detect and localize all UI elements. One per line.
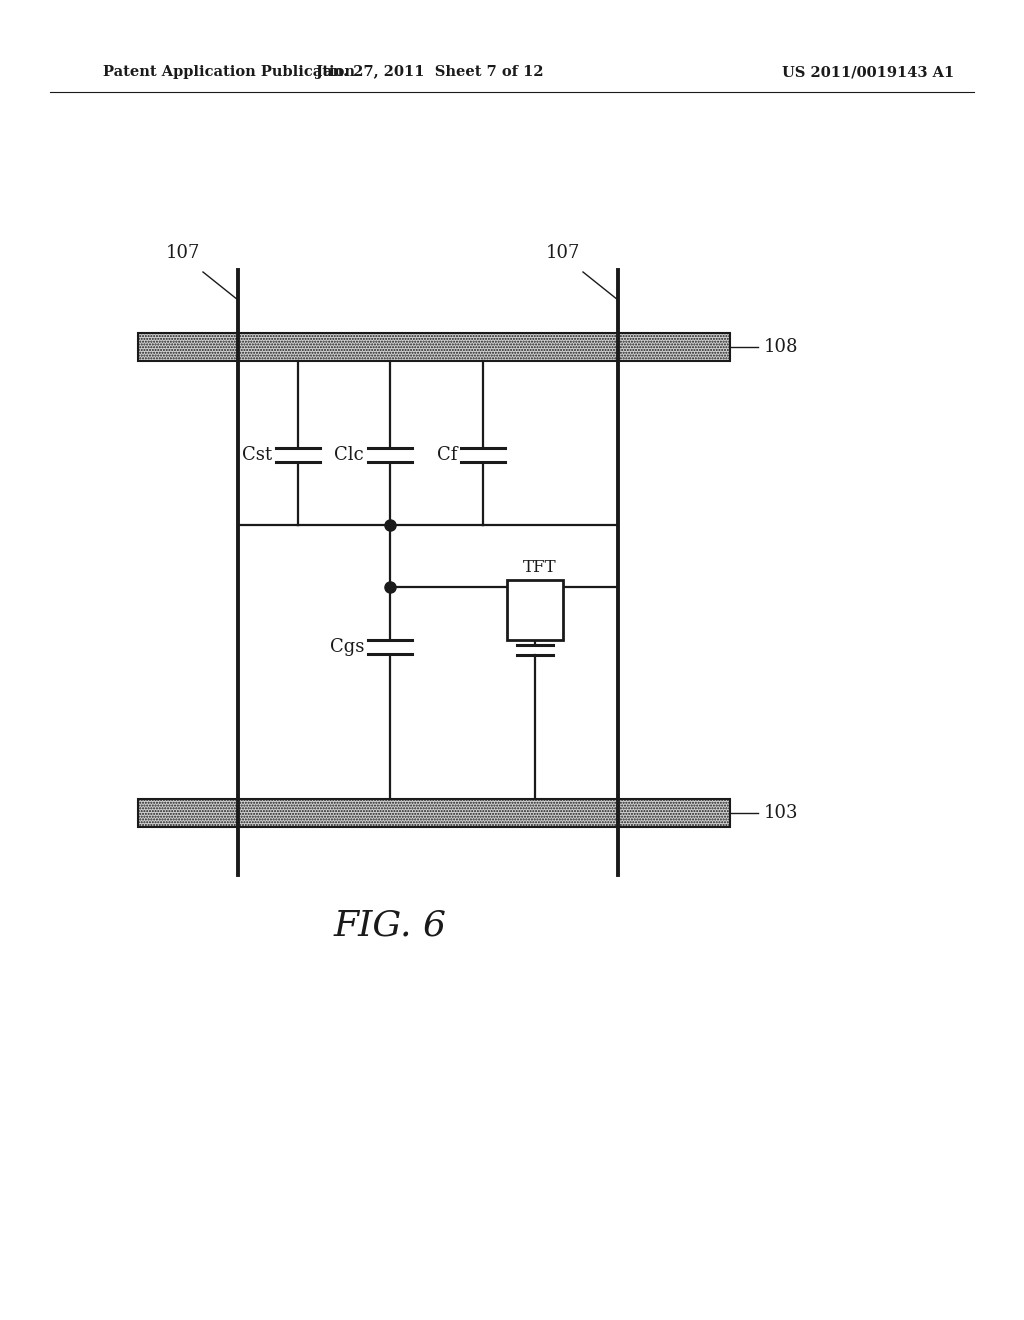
Text: TFT: TFT bbox=[523, 558, 557, 576]
Text: 108: 108 bbox=[764, 338, 799, 356]
Text: Cgs: Cgs bbox=[330, 638, 364, 656]
Text: US 2011/0019143 A1: US 2011/0019143 A1 bbox=[782, 65, 954, 79]
Text: Clc: Clc bbox=[334, 446, 364, 465]
Text: Patent Application Publication: Patent Application Publication bbox=[103, 65, 355, 79]
Bar bbox=[138, 333, 730, 360]
Text: 107: 107 bbox=[166, 244, 200, 261]
Text: 103: 103 bbox=[764, 804, 799, 822]
Text: Jan. 27, 2011  Sheet 7 of 12: Jan. 27, 2011 Sheet 7 of 12 bbox=[316, 65, 544, 79]
Text: Cst: Cst bbox=[242, 446, 272, 465]
Text: FIG. 6: FIG. 6 bbox=[334, 908, 446, 942]
Text: Cf: Cf bbox=[436, 446, 457, 465]
Text: 107: 107 bbox=[546, 244, 581, 261]
Bar bbox=[138, 799, 730, 828]
Bar bbox=[138, 799, 730, 828]
Bar bbox=[507, 579, 563, 640]
Bar bbox=[138, 333, 730, 360]
